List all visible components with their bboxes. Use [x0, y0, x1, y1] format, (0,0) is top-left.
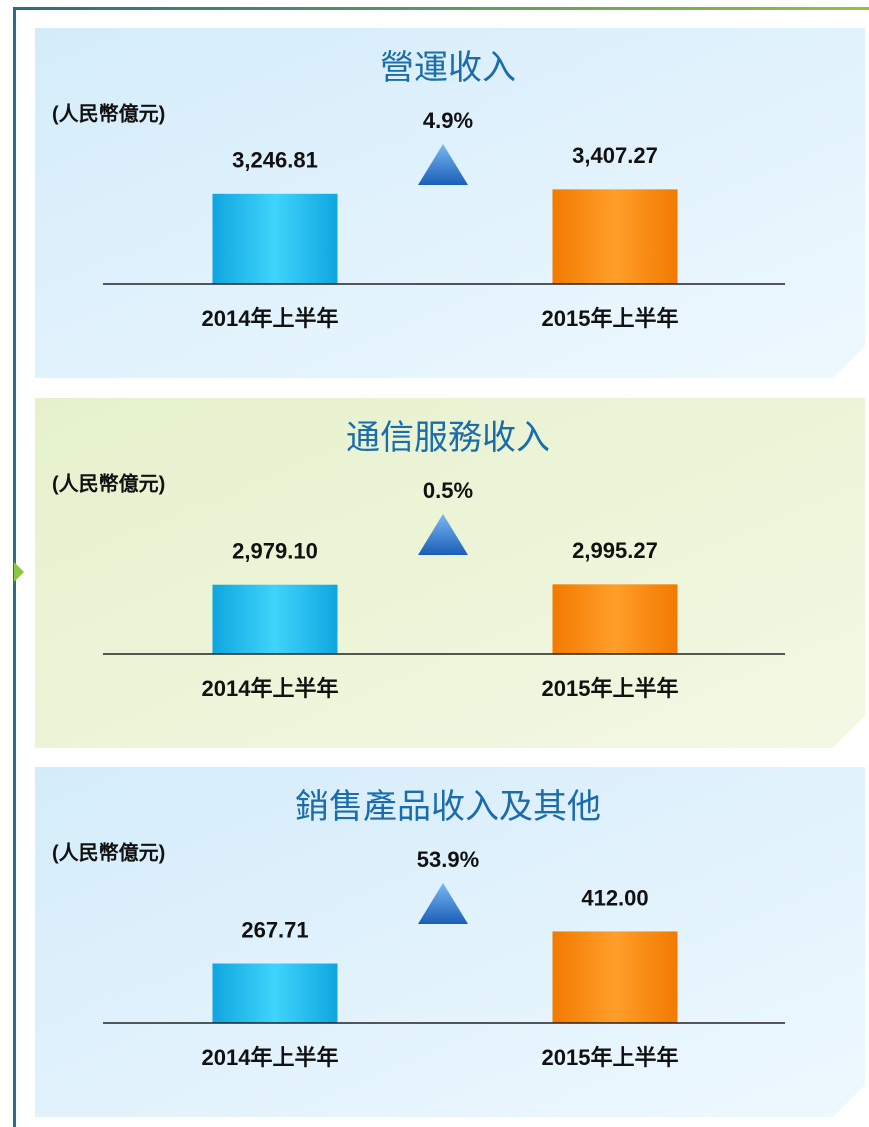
- bar: [212, 963, 338, 1023]
- panel: [35, 398, 865, 748]
- chart-title: 通信服務收入: [346, 419, 550, 457]
- bar: [552, 584, 678, 654]
- bar: [212, 584, 338, 654]
- change-label: 53.9%: [417, 847, 479, 872]
- up-triangle: [418, 883, 468, 924]
- unit-label: (人民幣億元): [52, 471, 165, 495]
- value-label: 3,407.27: [572, 143, 658, 168]
- panel: [35, 767, 865, 1117]
- change-label: 4.9%: [423, 108, 473, 133]
- x-tick-label: 2014年上半年: [202, 306, 339, 331]
- top-rule: [14, 7, 869, 10]
- value-label: 2,995.27: [572, 538, 658, 563]
- x-tick-label: 2015年上半年: [542, 1045, 679, 1070]
- up-triangle: [418, 144, 468, 185]
- panel: [35, 28, 865, 378]
- value-label: 412.00: [581, 885, 648, 910]
- bar: [212, 193, 338, 284]
- x-tick-label: 2014年上半年: [202, 1045, 339, 1070]
- value-label: 2,979.10: [232, 539, 318, 564]
- arrow: [14, 562, 24, 582]
- x-tick-label: 2015年上半年: [542, 306, 679, 331]
- bar: [552, 931, 678, 1023]
- chart-title: 營運收入: [380, 49, 516, 87]
- change-label: 0.5%: [423, 478, 473, 503]
- x-tick-label: 2014年上半年: [202, 676, 339, 701]
- value-label: 267.71: [241, 917, 308, 942]
- unit-label: (人民幣億元): [52, 101, 165, 125]
- x-tick-label: 2015年上半年: [542, 676, 679, 701]
- bar: [552, 189, 678, 284]
- value-label: 3,246.81: [232, 148, 318, 173]
- up-triangle: [418, 514, 468, 555]
- chart-title: 銷售產品收入及其他: [295, 788, 601, 826]
- unit-label: (人民幣億元): [52, 840, 165, 864]
